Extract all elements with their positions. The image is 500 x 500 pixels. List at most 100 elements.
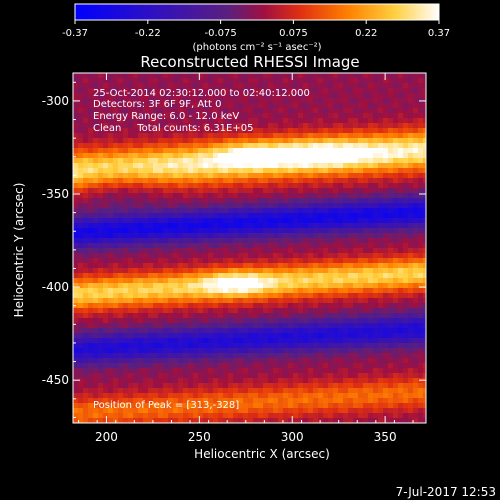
heatmap-cell: [333, 378, 339, 384]
heatmap-cell: [138, 138, 144, 144]
heatmap-cell: [303, 233, 309, 239]
heatmap-cell: [288, 298, 294, 304]
heatmap-cell: [73, 113, 79, 119]
heatmap-cell: [293, 278, 299, 284]
heatmap-cell: [373, 398, 379, 404]
heatmap-cell: [228, 373, 234, 379]
heatmap-cell: [278, 398, 284, 404]
heatmap-cell: [233, 148, 239, 154]
heatmap-cell: [258, 88, 264, 94]
heatmap-cell: [353, 248, 359, 254]
heatmap-cell: [93, 223, 99, 229]
heatmap-cell: [328, 318, 334, 324]
heatmap-cell: [318, 263, 324, 269]
heatmap-cell: [398, 358, 404, 364]
heatmap-cell: [213, 248, 219, 254]
heatmap-cell: [378, 353, 384, 359]
heatmap-cell: [363, 213, 369, 219]
heatmap-cell: [268, 133, 274, 139]
heatmap-cell: [303, 398, 309, 404]
heatmap-cell: [388, 83, 394, 89]
heatmap-cell: [73, 388, 79, 394]
heatmap-cell: [153, 233, 159, 239]
heatmap-cell: [308, 398, 314, 404]
heatmap-cell: [188, 238, 194, 244]
heatmap-cell: [363, 233, 369, 239]
heatmap-image: [73, 73, 426, 423]
heatmap-cell: [138, 143, 144, 149]
heatmap-cell: [393, 298, 399, 304]
heatmap-cell: [113, 248, 119, 254]
heatmap-cell: [348, 283, 354, 289]
heatmap-cell: [153, 103, 159, 109]
heatmap-cell: [273, 273, 279, 279]
heatmap-cell: [423, 263, 426, 269]
heatmap-cell: [413, 283, 419, 289]
heatmap-cell: [93, 363, 99, 369]
heatmap-cell: [128, 218, 134, 224]
heatmap-cell: [338, 368, 344, 374]
heatmap-cell: [303, 318, 309, 324]
heatmap-cell: [73, 258, 79, 264]
heatmap-cell: [178, 93, 184, 99]
heatmap-cell: [113, 208, 119, 214]
heatmap-cell: [148, 388, 154, 394]
heatmap-cell: [358, 328, 364, 334]
heatmap-cell: [153, 393, 159, 399]
heatmap-cell: [298, 73, 304, 79]
heatmap-cell: [243, 208, 249, 214]
heatmap-cell: [303, 183, 309, 189]
heatmap-cell: [383, 313, 389, 319]
heatmap-cell: [238, 258, 244, 264]
heatmap-cell: [228, 238, 234, 244]
heatmap-cell: [78, 308, 84, 314]
heatmap-cell: [373, 318, 379, 324]
heatmap-cell: [233, 283, 239, 289]
heatmap-cell: [273, 333, 279, 339]
heatmap-cell: [213, 193, 219, 199]
heatmap-cell: [208, 133, 214, 139]
heatmap-cell: [318, 383, 324, 389]
heatmap-cell: [188, 203, 194, 209]
heatmap-cell: [208, 168, 214, 174]
heatmap-cell: [283, 268, 289, 274]
heatmap-cell: [223, 248, 229, 254]
heatmap-cell: [93, 318, 99, 324]
heatmap-cell: [93, 253, 99, 259]
heatmap-cell: [153, 113, 159, 119]
heatmap-cell: [228, 188, 234, 194]
heatmap-cell: [313, 123, 319, 129]
heatmap-cell: [98, 218, 104, 224]
heatmap-cell: [253, 393, 259, 399]
heatmap-cell: [148, 218, 154, 224]
heatmap-cell: [398, 328, 404, 334]
heatmap-cell: [263, 143, 269, 149]
heatmap-cell: [148, 208, 154, 214]
heatmap-cell: [143, 168, 149, 174]
heatmap-cell: [258, 388, 264, 394]
heatmap-cell: [363, 248, 369, 254]
heatmap-cell: [158, 208, 164, 214]
heatmap-cell: [158, 333, 164, 339]
heatmap-cell: [343, 248, 349, 254]
heatmap-cell: [263, 233, 269, 239]
heatmap-cell: [218, 173, 224, 179]
heatmap-cell: [93, 268, 99, 274]
heatmap-cell: [243, 253, 249, 259]
heatmap-cell: [403, 283, 409, 289]
heatmap-cell: [133, 308, 139, 314]
heatmap-cell: [278, 223, 284, 229]
heatmap-cell: [333, 383, 339, 389]
heatmap-cell: [333, 103, 339, 109]
heatmap-cell: [248, 238, 254, 244]
heatmap-cell: [243, 233, 249, 239]
heatmap-cell: [268, 408, 274, 414]
heatmap-cell: [78, 108, 84, 114]
heatmap-cell: [183, 158, 189, 164]
heatmap-cell: [83, 318, 89, 324]
heatmap-cell: [423, 88, 426, 94]
heatmap-cell: [173, 218, 179, 224]
heatmap-cell: [208, 198, 214, 204]
heatmap-cell: [348, 398, 354, 404]
heatmap-cell: [318, 273, 324, 279]
